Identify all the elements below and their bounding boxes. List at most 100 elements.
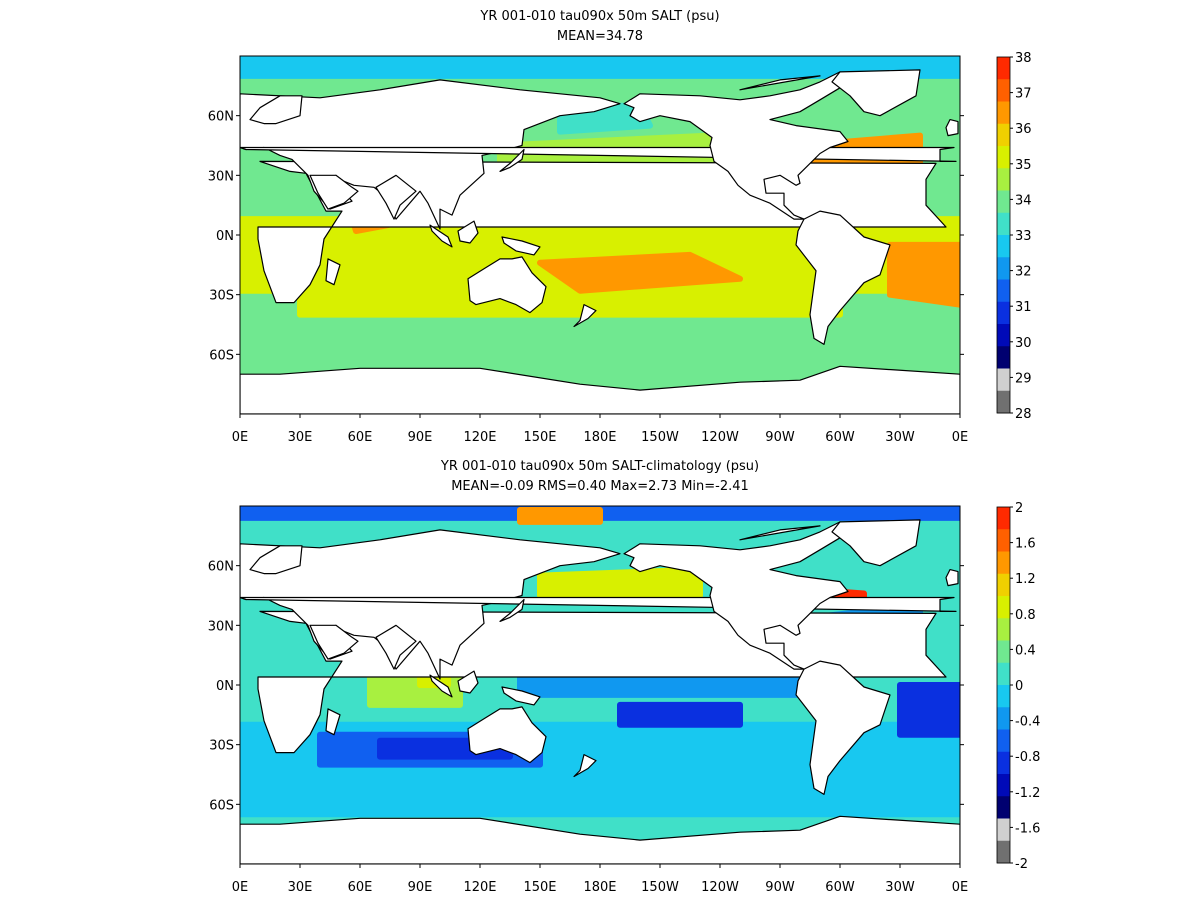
field-south-pacific-low xyxy=(617,701,743,728)
land-new-zealand xyxy=(573,304,597,328)
x-tick-label: 30E xyxy=(288,880,313,895)
colorbar-swatch xyxy=(997,235,1010,258)
salinity-map: 0E 30E 60E 90E 120E 150E 180E 150W 120W 90W 60W 30W… xyxy=(208,51,1032,445)
y-tick-label: 60S xyxy=(209,798,234,813)
colorbar-label: 0 xyxy=(1015,679,1023,694)
colorbar-swatch xyxy=(997,596,1010,619)
land-south-america xyxy=(795,660,891,795)
anomaly-map: 0E 30E 60E 90E 120E 150E 180E 150W 120W 90W 60W 30W… xyxy=(208,501,1041,895)
colorbar-swatch xyxy=(997,146,1010,169)
land-japan xyxy=(499,148,525,172)
colorbar-label: 30 xyxy=(1015,336,1032,351)
y-tick-label: 30S xyxy=(209,289,234,304)
colorbar-swatch xyxy=(997,662,1010,686)
land-north-america xyxy=(623,71,849,220)
field-arctic xyxy=(240,56,960,79)
land-scandinavia xyxy=(249,95,303,125)
colorbar-label: -1.6 xyxy=(1015,821,1040,836)
x-tick-label: 0E xyxy=(952,880,969,895)
x-tick-label: 150E xyxy=(523,880,556,895)
land-greenland xyxy=(831,69,921,117)
land-india xyxy=(375,624,417,670)
colorbar-label: -0.8 xyxy=(1015,750,1040,765)
x-tick-label: 120E xyxy=(463,880,496,895)
land-arctic-islands xyxy=(739,75,821,91)
colorbar-swatch xyxy=(997,751,1010,775)
x-tick-label: 90E xyxy=(408,430,433,445)
x-tick-label: 60W xyxy=(825,430,855,445)
x-tick-label: 150E xyxy=(523,430,556,445)
land-arabia xyxy=(309,624,359,660)
x-tick-label: 30W xyxy=(885,880,915,895)
land-uk xyxy=(945,118,959,137)
colorbar-label: 32 xyxy=(1015,265,1032,280)
colorbar-swatch xyxy=(997,57,1010,80)
colorbar-swatch xyxy=(997,390,1010,414)
colorbar-swatch xyxy=(997,529,1010,552)
y-tick-label: 0N xyxy=(216,679,234,694)
x-tick-label: 60E xyxy=(348,880,373,895)
land-madagascar xyxy=(325,258,341,286)
x-tick-label: 0E xyxy=(232,430,249,445)
colorbar-label: 34 xyxy=(1015,193,1032,208)
panel-subtitle: MEAN=34.78 xyxy=(556,29,644,44)
land-antarctica xyxy=(240,815,960,864)
x-tick-label: 150W xyxy=(641,430,679,445)
land-new-guinea xyxy=(501,236,541,256)
x-tick-label: 150W xyxy=(641,880,679,895)
panel-mean-salinity: YR 001-010 tau090x 50m SALT (psu) MEAN=3… xyxy=(208,9,1032,445)
land-new-zealand xyxy=(573,754,597,778)
colorbar-swatch xyxy=(997,507,1010,530)
colorbar-swatch xyxy=(997,123,1010,147)
field-southern-ocean xyxy=(240,321,960,378)
colorbar: 2 1.6 1.2 0.8 0.4 0 -0.4 -0.8 -1.2 -1.6 -2 xyxy=(996,501,1040,872)
field-south-pacific-max xyxy=(537,251,743,294)
panel-title: YR 001-010 tau090x 50m SALT (psu) xyxy=(480,9,720,24)
land-sumatra xyxy=(429,674,453,698)
x-tick-label: 0E xyxy=(952,430,969,445)
y-tick-label: 0N xyxy=(216,229,234,244)
ocean-field xyxy=(240,56,960,414)
colorbar-label: 2 xyxy=(1015,501,1023,516)
x-tick-label: 60W xyxy=(825,880,855,895)
land-scandinavia xyxy=(249,545,303,575)
colorbar-label: 1.2 xyxy=(1015,572,1036,587)
x-tick-label: 30E xyxy=(288,430,313,445)
colorbar-label: 29 xyxy=(1015,371,1032,386)
colorbar-swatch xyxy=(997,324,1010,347)
land-borneo xyxy=(457,670,479,694)
colorbar-swatch xyxy=(997,618,1010,641)
colorbar-swatch xyxy=(997,190,1010,214)
y-tick-label: 60N xyxy=(208,560,234,575)
colorbar-swatch xyxy=(997,168,1010,191)
colorbar-swatch xyxy=(997,573,1010,597)
land-australia xyxy=(467,706,547,764)
colorbar-label: 33 xyxy=(1015,229,1032,244)
land-arabia xyxy=(309,174,359,210)
x-tick-label: 90W xyxy=(765,430,795,445)
field-south-atlantic-max xyxy=(887,241,960,308)
colorbar-swatch xyxy=(997,212,1010,236)
y-tick-label: 30N xyxy=(208,619,234,634)
colorbar-label: -0.4 xyxy=(1015,715,1040,730)
colorbar-swatch xyxy=(997,368,1010,392)
x-tick-label: 90E xyxy=(408,880,433,895)
colorbar-swatch xyxy=(997,551,1010,575)
colorbar-label: 36 xyxy=(1015,122,1032,137)
land-australia xyxy=(467,256,547,314)
x-tick-label: 0E xyxy=(232,880,249,895)
panel-title: YR 001-010 tau090x 50m SALT-climatology … xyxy=(440,459,760,474)
x-tick-label: 90W xyxy=(765,880,795,895)
field-atlantic-low xyxy=(897,682,960,738)
land-madagascar xyxy=(325,708,341,736)
colorbar-label: 38 xyxy=(1015,51,1032,66)
land-new-guinea xyxy=(501,686,541,706)
x-tick-label: 180E xyxy=(583,880,616,895)
panel-subtitle: MEAN=-0.09 RMS=0.40 Max=2.73 Min=-2.41 xyxy=(451,479,749,494)
colorbar-swatch xyxy=(997,79,1010,102)
land-south-america xyxy=(795,210,891,345)
colorbar-swatch xyxy=(997,257,1010,280)
land-uk xyxy=(945,568,959,587)
colorbar-label: 28 xyxy=(1015,407,1032,422)
land-arctic-islands xyxy=(739,525,821,541)
